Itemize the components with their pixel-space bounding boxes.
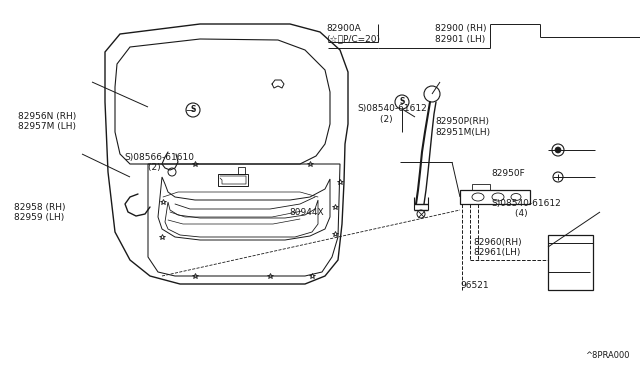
Text: S: S [399,97,404,106]
Text: 82950P(RH)
82951M(LH): 82950P(RH) 82951M(LH) [435,117,490,137]
Text: S)08540-61612
        (2): S)08540-61612 (2) [357,104,427,124]
Text: 82950F: 82950F [492,169,525,178]
Text: 82960(RH)
82961(LH): 82960(RH) 82961(LH) [474,238,522,257]
Text: 82900A
(☆印P/C=20): 82900A (☆印P/C=20) [326,24,380,44]
Text: S: S [190,106,196,115]
Circle shape [395,95,409,109]
Text: 82900 (RH)
82901 (LH): 82900 (RH) 82901 (LH) [435,24,486,44]
Text: 80944X: 80944X [289,208,324,217]
Circle shape [186,103,200,117]
Text: 96521: 96521 [461,281,490,290]
Text: S)08566-61610
        (2): S)08566-61610 (2) [125,153,195,172]
Text: ^8PRA000: ^8PRA000 [586,351,630,360]
Text: 82956N (RH)
82957M (LH): 82956N (RH) 82957M (LH) [18,112,76,131]
Text: 82958 (RH)
82959 (LH): 82958 (RH) 82959 (LH) [14,203,65,222]
Circle shape [555,147,561,153]
Text: S)08540-61612
        (4): S)08540-61612 (4) [492,199,561,218]
